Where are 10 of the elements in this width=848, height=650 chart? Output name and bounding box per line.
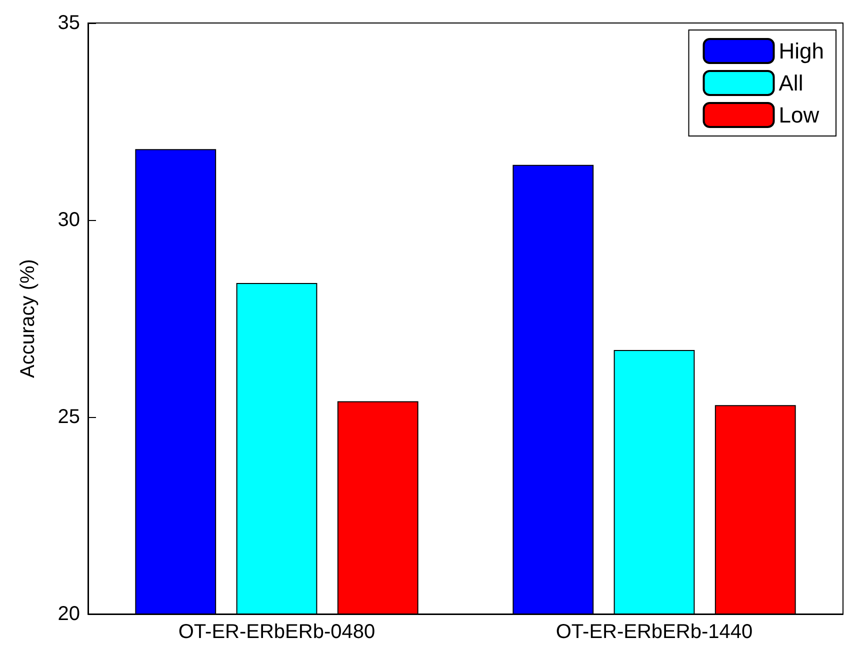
y-tick-label: 20 xyxy=(58,603,80,625)
y-axis-title: Accuracy (%) xyxy=(17,259,39,378)
y-tick-label: 35 xyxy=(58,12,80,34)
legend-label: Low xyxy=(778,102,820,128)
legend-label: High xyxy=(778,38,824,64)
x-tick-label: OT-ER-ERbERb-1440 xyxy=(556,621,753,643)
y-tick-label: 30 xyxy=(58,209,80,231)
legend-label: All xyxy=(778,70,804,96)
x-tick-label: OT-ER-ERbERb-0480 xyxy=(178,621,376,643)
y-tick-label: 25 xyxy=(58,406,80,428)
